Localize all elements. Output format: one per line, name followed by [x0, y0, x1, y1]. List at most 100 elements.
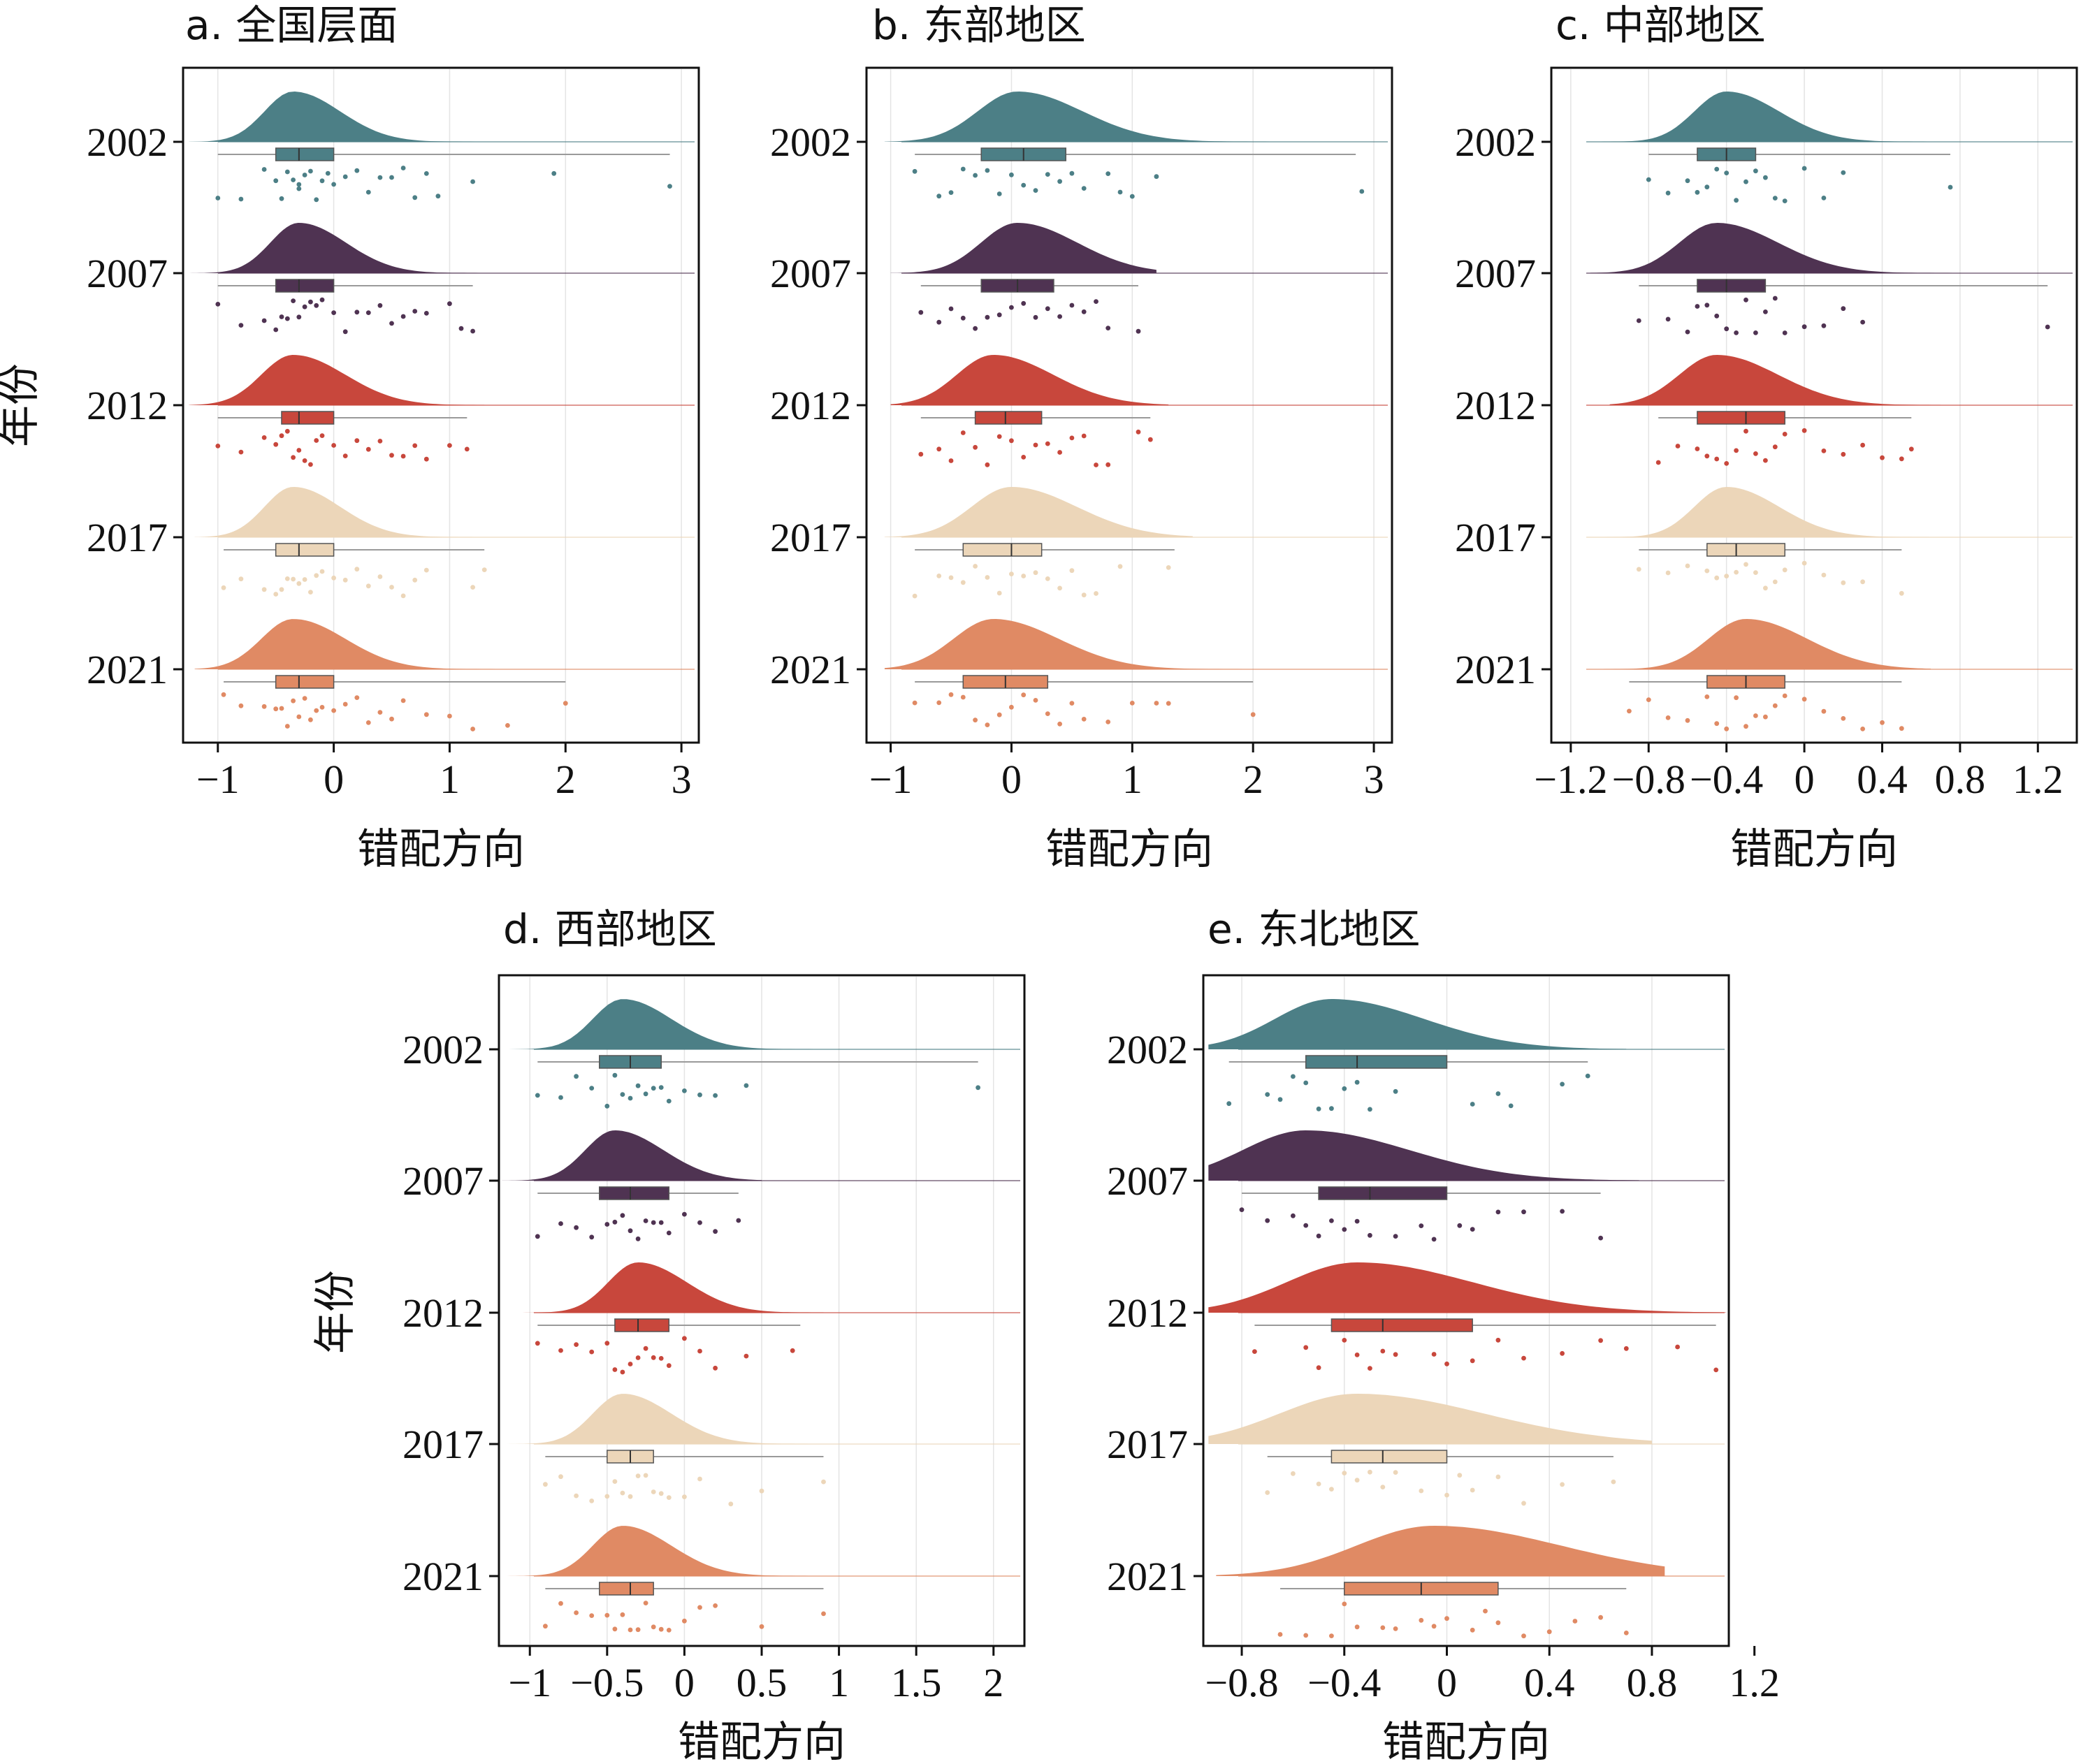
panel-e-xlabel: 错配方向	[1382, 1718, 1550, 1764]
panel-d-2021-point-14	[697, 1605, 702, 1610]
panel-d-2002-point-0	[535, 1093, 540, 1098]
panel-c-2012-point-1	[1675, 444, 1681, 449]
panel-c-2002-point-4	[1704, 184, 1710, 190]
panel-c-2002-point-15	[1841, 170, 1846, 175]
panel-b-2017-point-9	[1033, 570, 1038, 576]
panel-d-2017-point-6	[620, 1490, 625, 1496]
panel-c-2012-box	[1697, 411, 1785, 425]
panel-e-2021-point-13	[1521, 1633, 1526, 1639]
panel-a-2017-point-22	[481, 567, 487, 572]
panel-a-2002-point-4	[279, 196, 284, 201]
panel-c-2012-point-4	[1714, 456, 1720, 462]
panel-c-2002-point-12	[1782, 198, 1788, 203]
panel-a-2012-point-18	[400, 453, 406, 459]
panel-c-2002-density	[1600, 92, 1980, 142]
panel-b-2021-point-5	[985, 722, 990, 727]
panel-b-2021-point-13	[1081, 717, 1087, 722]
panel-c-2021-ytick-label: 2021	[1455, 647, 1536, 692]
panel-e-2021-point-3	[1342, 1601, 1347, 1607]
panel-a-2002-point-0	[215, 196, 221, 201]
panel-c-xtick-label-3: 0	[1794, 757, 1815, 802]
panel-b-2002-point-10	[1045, 172, 1050, 177]
panel-a-2017-ytick-label: 2017	[87, 515, 168, 560]
panel-d-2017-point-11	[658, 1491, 664, 1496]
panel-c-2021-point-0	[1627, 708, 1632, 714]
panel-c-2007-point-16	[1860, 319, 1866, 325]
panel-a-xtick-label-3: 2	[556, 757, 576, 802]
panel-c-2007-point-7	[1734, 330, 1739, 335]
panel-b-2012-point-14	[1094, 462, 1098, 467]
panel-a-2007-point-16	[377, 302, 383, 308]
panel-d-2017-point-7	[628, 1494, 633, 1499]
panel-e-2012-point-3	[1342, 1338, 1347, 1343]
panel-c-2012-point-17	[1899, 456, 1904, 462]
panel-e-2007-point-1	[1265, 1218, 1270, 1223]
panel-a-2002-point-21	[412, 195, 418, 201]
panel-c-2012-density	[1609, 355, 1941, 405]
panel-e-xtick-label-4: 0.8	[1627, 1660, 1678, 1705]
panel-a-2021-point-14	[354, 695, 360, 700]
panel-c-2002-point-8	[1743, 179, 1748, 184]
panel-b-2021-density	[884, 619, 1272, 669]
panel-c-xlabel: 错配方向	[1730, 825, 1898, 874]
panel-c-2007-point-2	[1685, 329, 1690, 335]
panel-e-2002-point-14	[1560, 1081, 1565, 1087]
panel-c-2012-point-14	[1841, 451, 1846, 457]
panel-e-2012-point-6	[1380, 1348, 1386, 1354]
panel-d-2002-point-8	[635, 1083, 641, 1088]
panel-d-2007-point-8	[635, 1236, 641, 1241]
panel-e-2021-point-1	[1303, 1633, 1309, 1638]
panel-a-2007-point-23	[470, 328, 475, 334]
panel-a-2002-point-3	[273, 178, 279, 184]
panel-e-2007-point-4	[1316, 1233, 1321, 1239]
panel-a-2017-point-0	[221, 585, 226, 590]
panel-b-2002-point-18	[1359, 189, 1365, 194]
panel-d-2012-point-3	[589, 1349, 595, 1355]
panel-a-2021-point-4	[279, 706, 284, 711]
panel-b-2021-point-16	[1154, 701, 1159, 706]
panel-d-2007-box	[599, 1186, 670, 1200]
panel-b-title: b. 东部地区	[872, 1, 1086, 49]
panel-a-2002-point-5	[284, 169, 290, 175]
panel-a-2017-point-16	[377, 574, 383, 579]
panel-b-2002-point-6	[996, 191, 1002, 196]
panel-d-2021-point-10	[651, 1624, 656, 1630]
panel-c-xtick-label-0: −1.2	[1534, 757, 1607, 802]
panel-c-2021-point-10	[1763, 714, 1768, 720]
panel-b-2017-box	[962, 543, 1043, 557]
panel-e-2021-point-5	[1380, 1625, 1386, 1631]
panel-e-2007-point-2	[1291, 1213, 1296, 1218]
panel-b-2007-point-2	[948, 306, 954, 312]
panel-e-2002-point-5	[1316, 1106, 1321, 1111]
panel-c-title: c. 中部地区	[1556, 1, 1766, 49]
panel-b-2012-point-4	[973, 444, 978, 450]
panel-b-2017-point-2	[948, 575, 954, 581]
panel-d-2021-point-16	[759, 1624, 764, 1629]
panel-c-2021-point-6	[1724, 726, 1730, 731]
panel-c-plot: −1.2 −0.8 −0.4 0 0.4 0.8 1.2 2002 2007 2012 2017 20…	[1455, 69, 2075, 802]
panel-a-2021-point-13	[342, 701, 348, 707]
panel-e-2007-density	[1208, 1130, 1639, 1181]
panel-b-2007-point-0	[918, 309, 924, 315]
panel-a-2021-point-23	[563, 701, 568, 706]
panel-b-2007-point-12	[1069, 302, 1075, 308]
panel-c-2021-point-13	[1801, 697, 1807, 702]
panel-c-2021-point-17	[1880, 720, 1885, 725]
panel-e-2017-point-16	[1611, 1479, 1616, 1485]
panel-e-2002-point-12	[1495, 1091, 1501, 1096]
panel-d-2017-density	[507, 1394, 847, 1444]
panel-a-2012-point-17	[389, 453, 394, 458]
panel-a-2012-point-13	[342, 453, 348, 458]
panel-d-2017-ytick-label: 2017	[403, 1422, 484, 1467]
panel-d-2021-point-11	[658, 1626, 664, 1632]
panel-e-2017-point-11	[1457, 1473, 1463, 1478]
panel-e-2021-point-14	[1546, 1629, 1552, 1635]
panel-a-2002-point-7	[296, 182, 302, 187]
panel-e-2007-point-13	[1470, 1227, 1475, 1232]
panel-c-2007-point-8	[1743, 297, 1748, 302]
panel-c-xtick-label-2: −0.4	[1690, 757, 1763, 802]
panel-e-2012-point-13	[1560, 1350, 1565, 1356]
panel-e-frame	[1202, 974, 1730, 1647]
panel-b-2012-point-10	[1045, 441, 1050, 446]
panel-b-2017-point-11	[1057, 585, 1062, 591]
